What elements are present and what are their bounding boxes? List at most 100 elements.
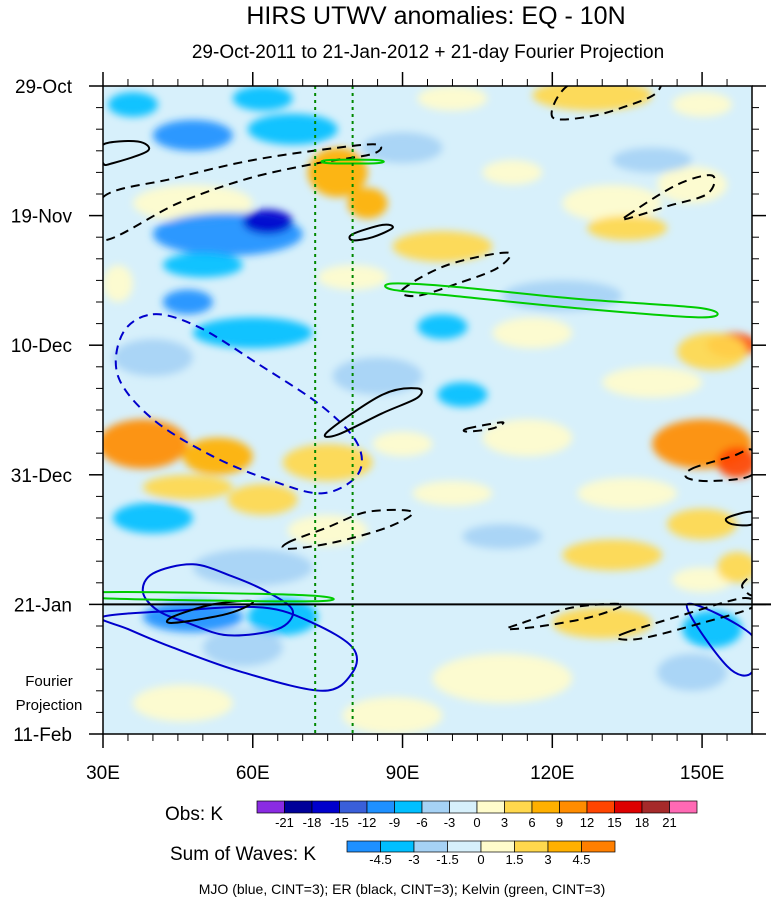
colorbar-tick-label: -1.5 bbox=[436, 852, 458, 867]
anomaly-blob bbox=[372, 431, 433, 457]
anomaly-blob bbox=[152, 119, 233, 151]
colorbar-tick-label: 21 bbox=[662, 815, 676, 830]
wave-contours bbox=[103, 86, 752, 692]
y-tick-label: 21-Jan bbox=[14, 595, 72, 616]
colorbar-tick-label: -3 bbox=[408, 852, 420, 867]
anomaly-blob bbox=[202, 629, 283, 667]
er-contour bbox=[684, 448, 752, 483]
colorbar-swatch bbox=[586, 800, 615, 814]
obs-colorbar-title: Obs: K bbox=[165, 804, 223, 825]
colorbar-swatch bbox=[339, 800, 368, 814]
anomaly-blob bbox=[672, 567, 733, 593]
anomaly-blob bbox=[132, 684, 233, 722]
anomaly-blob bbox=[482, 160, 543, 185]
y-tick-label: 11-Feb bbox=[13, 725, 72, 746]
colorbar-swatch bbox=[284, 800, 313, 814]
anomaly-blob bbox=[437, 382, 488, 407]
anomaly-blob bbox=[132, 184, 253, 222]
colorbar-swatch bbox=[531, 800, 560, 814]
colorbar-tick-label: -18 bbox=[303, 815, 322, 830]
colorbar-swatch bbox=[380, 840, 415, 853]
anomaly-blob bbox=[142, 601, 243, 633]
anomaly-blob bbox=[552, 607, 653, 639]
plot-area bbox=[103, 86, 752, 734]
anomaly-blob bbox=[342, 696, 443, 734]
chart-title: HIRS UTWV anomalies: EQ - 10N bbox=[246, 2, 625, 30]
anomaly-blob bbox=[362, 132, 443, 164]
colorbar-tick-label: 1.5 bbox=[505, 852, 523, 867]
anomaly-blob bbox=[227, 484, 298, 515]
reference-lines bbox=[314, 86, 354, 734]
colorbar-swatch bbox=[394, 800, 423, 814]
colorbar-swatch bbox=[256, 800, 285, 814]
anomaly-blob bbox=[247, 113, 338, 145]
anomaly-blob bbox=[332, 357, 423, 395]
anomaly-blob bbox=[672, 92, 733, 117]
anomaly-blob bbox=[657, 166, 728, 204]
anomaly-blob bbox=[103, 264, 133, 302]
anomaly-blob bbox=[162, 289, 213, 315]
anomaly-blob bbox=[107, 92, 158, 117]
anomaly-blob bbox=[103, 419, 188, 469]
colorbar-tick-label: -12 bbox=[358, 815, 377, 830]
colorbar-tick-label: 0 bbox=[473, 815, 480, 830]
colorbar-swatch bbox=[346, 840, 381, 853]
y-tick-label: 19-Nov bbox=[11, 207, 73, 228]
colorbar-swatch bbox=[614, 800, 643, 814]
colorbar-swatch bbox=[449, 800, 478, 814]
colorbar-swatch bbox=[669, 800, 698, 814]
colorbar-tick-label: 9 bbox=[556, 815, 563, 830]
er-contour bbox=[103, 140, 151, 167]
anomaly-blob bbox=[677, 332, 748, 370]
y-tick-label: 10-Dec bbox=[11, 336, 72, 357]
y-tick-label: 31-Dec bbox=[11, 466, 72, 487]
anomaly-blob bbox=[492, 317, 573, 349]
y-tick-label: 29-Oct bbox=[15, 77, 73, 98]
colorbar-swatch bbox=[366, 800, 395, 814]
anomaly-blob bbox=[417, 314, 468, 340]
anomaly-blob bbox=[657, 653, 728, 691]
anomaly-blob bbox=[667, 508, 738, 540]
colorbar-swatch bbox=[514, 840, 549, 853]
er-contour bbox=[281, 508, 414, 550]
projection-label-line2: Projection bbox=[16, 697, 83, 714]
anomaly-blob bbox=[242, 209, 293, 235]
colorbar-swatch bbox=[447, 840, 482, 853]
anomaly-blob bbox=[717, 447, 752, 478]
anomaly-blob bbox=[562, 184, 663, 222]
colorbar-tick-label: 0 bbox=[477, 852, 484, 867]
anomaly-blob bbox=[162, 252, 243, 278]
colorbar-swatch bbox=[480, 840, 515, 853]
anomaly-blob bbox=[462, 524, 543, 549]
kelvin-contour bbox=[103, 590, 335, 603]
er-contour bbox=[103, 143, 383, 242]
colorbar-tick-label: 18 bbox=[635, 815, 649, 830]
colorbar-tick-label: -9 bbox=[389, 815, 401, 830]
anomaly-blob bbox=[577, 477, 678, 509]
chart-subtitle: 29-Oct-2011 to 21-Jan-2012 + 21-day Four… bbox=[192, 42, 664, 63]
anomaly-blob bbox=[532, 86, 653, 111]
anomaly-blob bbox=[232, 86, 293, 111]
colorbar-swatch bbox=[641, 800, 670, 814]
x-tick-label: 150E bbox=[680, 763, 724, 784]
er-contour bbox=[550, 86, 662, 121]
anomaly-blob bbox=[112, 339, 193, 377]
anomaly-blob bbox=[717, 551, 752, 583]
colorbar-tick-label: 3 bbox=[501, 815, 508, 830]
anomaly-blob bbox=[142, 474, 233, 500]
colorbar-tick-label: -4.5 bbox=[369, 852, 391, 867]
colorbar-tick-label: -3 bbox=[444, 815, 456, 830]
anomaly-blob bbox=[182, 437, 253, 475]
obs-colorbar: -21 -18 -15 -12 -9 -6 -3 0 3 6 9 12 15 18 21 bbox=[256, 800, 698, 830]
anomaly-blob bbox=[682, 610, 743, 648]
x-tick-label: 60E bbox=[236, 763, 270, 784]
anomaly-blob bbox=[347, 187, 388, 219]
er-contour bbox=[462, 421, 505, 433]
colorbar-swatch bbox=[559, 800, 588, 814]
colorbar-tick-label: 15 bbox=[607, 815, 621, 830]
er-contour bbox=[323, 387, 423, 438]
anomaly-blob bbox=[612, 147, 693, 173]
anomaly-blob bbox=[287, 514, 368, 546]
colorbar-swatch bbox=[504, 800, 533, 814]
anomaly-blob bbox=[562, 539, 663, 571]
